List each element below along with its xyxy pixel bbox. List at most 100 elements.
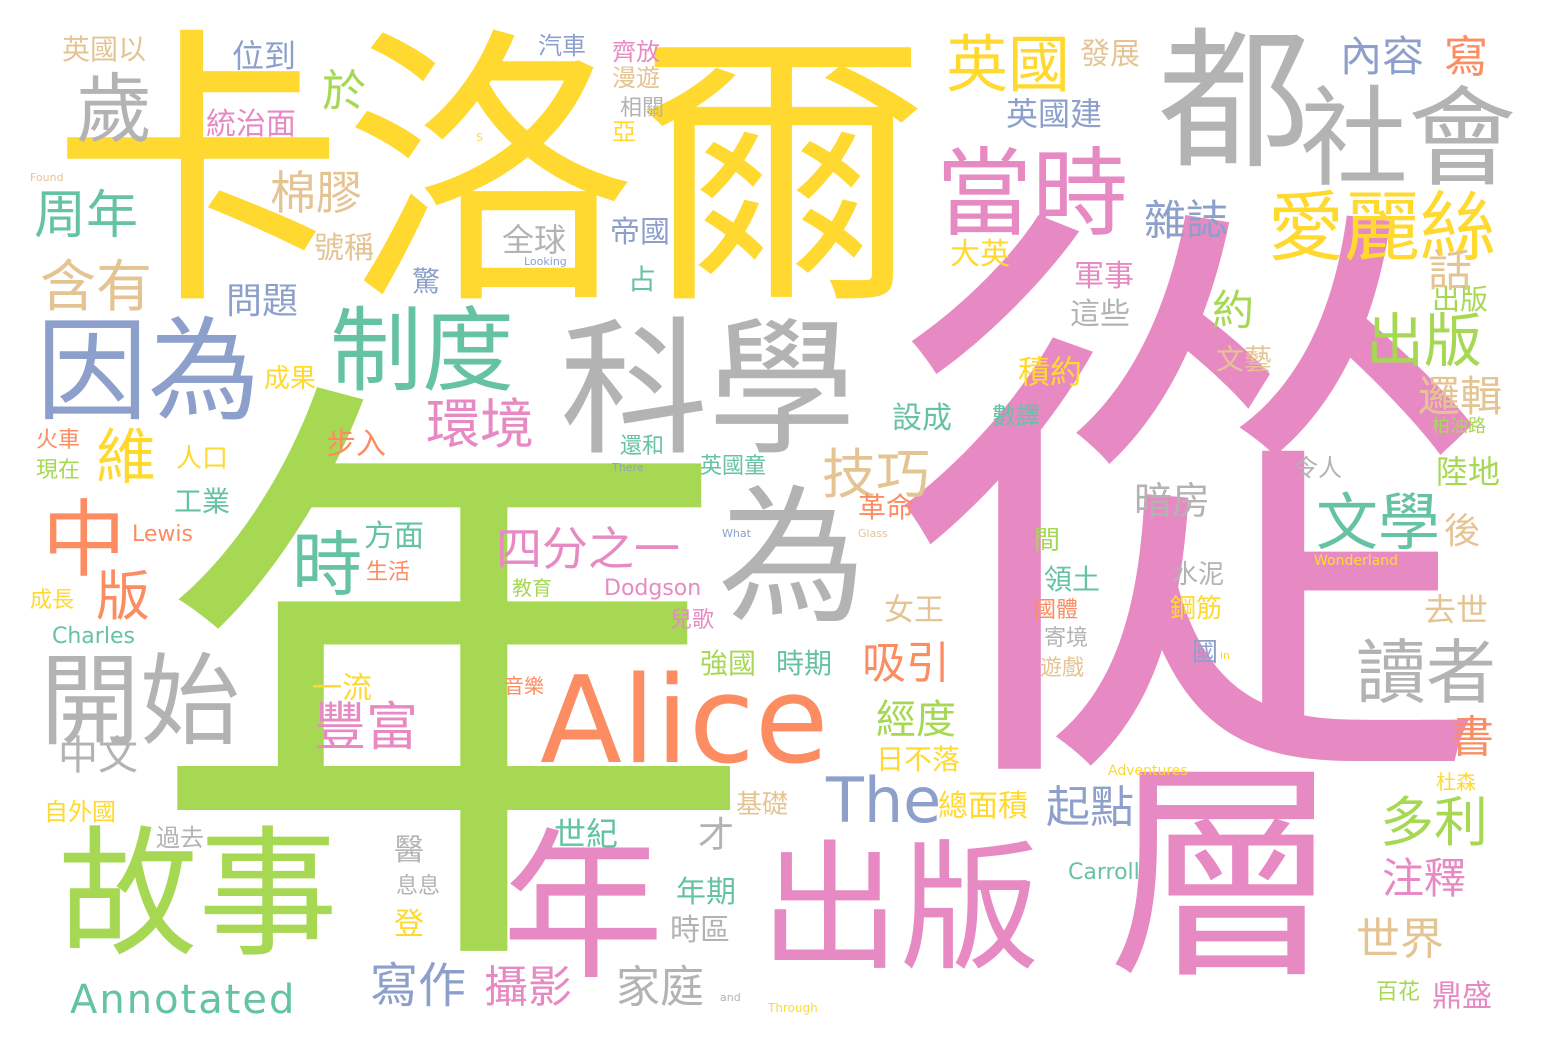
word-cloud-word: 生活 <box>366 560 411 585</box>
word-cloud-word: 版 <box>96 565 150 628</box>
word-cloud-word: 強國 <box>700 647 757 680</box>
word-cloud-word: 汽車 <box>538 32 586 60</box>
word-cloud-word: 令人 <box>1294 454 1342 482</box>
word-cloud-word: 過去 <box>156 824 204 852</box>
word-cloud-word: 現在 <box>36 458 81 483</box>
word-cloud-word: 社會 <box>1300 77 1517 202</box>
word-cloud-word: There <box>612 461 644 474</box>
word-cloud-word: 當時 <box>936 138 1128 250</box>
word-cloud-word: 領土 <box>1044 563 1101 596</box>
word-cloud-word: 世界 <box>1356 914 1444 965</box>
word-cloud-word: 成長 <box>30 588 75 613</box>
word-cloud-word: 登 <box>394 907 424 942</box>
word-cloud-word: S <box>476 131 483 144</box>
word-cloud-word: 制度 <box>330 298 515 405</box>
word-cloud-word: 約 <box>1212 286 1255 335</box>
word-cloud-word: 時期 <box>776 647 833 680</box>
word-cloud-word: 多利 <box>1380 791 1488 854</box>
word-cloud-word: 出版 <box>1366 307 1483 375</box>
word-cloud-word: 問題 <box>226 281 299 322</box>
word-cloud-word: 從 <box>892 162 1492 861</box>
word-cloud-word: 步入 <box>326 427 386 462</box>
word-cloud-word: 這些 <box>1070 297 1130 332</box>
word-cloud-word: 英國建 <box>1006 95 1103 133</box>
word-cloud-word: Glass <box>858 527 888 540</box>
word-cloud-word: 寫 <box>1444 32 1488 83</box>
word-cloud-word: 出版 <box>760 828 1041 991</box>
word-cloud-word: 成果 <box>264 364 317 394</box>
word-cloud-word: Alice <box>540 652 829 791</box>
word-cloud-word: 年 <box>148 336 758 1046</box>
word-cloud-word: 為 <box>718 472 866 644</box>
word-cloud-word: 驚 <box>412 265 441 298</box>
word-cloud-word: 環境 <box>426 393 534 456</box>
word-cloud-word: 中 <box>42 491 127 589</box>
word-cloud-word: 開始 <box>40 643 240 760</box>
word-cloud-word: 出版 <box>1432 283 1489 316</box>
word-cloud-word: What <box>722 527 751 540</box>
word-cloud-word: 邏輯 <box>1418 372 1503 421</box>
word-cloud-word: 方面 <box>364 519 424 554</box>
word-cloud-word: 因為 <box>36 307 260 437</box>
word-cloud-word: 工業 <box>174 485 231 518</box>
word-cloud-word: 英國 <box>946 28 1071 101</box>
word-cloud-word: 女王 <box>884 593 944 628</box>
word-cloud-word: Adventures <box>1108 763 1188 779</box>
word-cloud-word: 數譯 <box>992 402 1040 430</box>
word-cloud-word: Through <box>768 1001 818 1015</box>
word-cloud-word: 後 <box>1444 511 1481 552</box>
word-cloud-word: 寫作 <box>370 958 467 1014</box>
word-cloud-word: 棉膠 <box>270 166 362 220</box>
word-cloud-word: 寄境 <box>1044 626 1089 651</box>
word-cloud-word: 相關 <box>620 96 665 121</box>
word-cloud-word: 年期 <box>676 875 736 910</box>
word-cloud-word: 漫遊 <box>612 64 660 92</box>
word-cloud-word: 水泥 <box>1172 560 1225 590</box>
word-cloud-word: 才 <box>698 815 735 856</box>
word-cloud-word: Looking <box>524 255 567 268</box>
word-cloud-word: 積約 <box>1018 353 1083 391</box>
word-cloud-word: 文學 <box>1316 486 1441 559</box>
word-cloud-word: 發展 <box>1080 37 1140 72</box>
word-cloud-word: 注釋 <box>1382 854 1467 903</box>
word-cloud-word: 杜森 <box>1436 770 1476 794</box>
word-cloud-word: 都 <box>1158 13 1310 190</box>
word-cloud-word: 革命 <box>858 491 915 524</box>
word-cloud-word: 遊戲 <box>1040 656 1085 681</box>
word-cloud-word: 周年 <box>34 186 139 246</box>
word-cloud-word: 統治面 <box>206 107 296 142</box>
word-cloud-word: 時 <box>292 524 362 606</box>
word-cloud-word: 雜誌 <box>1144 196 1229 245</box>
word-cloud-word: Carroll <box>1068 860 1140 885</box>
word-cloud-word: 大英 <box>950 237 1010 272</box>
word-cloud-word: 話 <box>1428 246 1472 297</box>
word-cloud-word: 柏油路 <box>1432 416 1486 437</box>
word-cloud-word: 總面積 <box>938 789 1028 824</box>
word-cloud-word: 人口 <box>176 444 229 474</box>
word-cloud-word: Dodgson <box>604 576 702 601</box>
word-cloud-word: 世紀 <box>554 815 619 853</box>
word-cloud-word: 於 <box>322 66 366 117</box>
word-cloud-word: 豐富 <box>314 698 419 758</box>
word-cloud-word: 家庭 <box>616 962 704 1013</box>
word-cloud-word: Annotated <box>70 977 297 1023</box>
word-cloud-word: 兒歌 <box>670 608 715 633</box>
word-cloud-word: 鼎盛 <box>1432 979 1492 1014</box>
word-cloud-word: 吸引 <box>862 638 950 689</box>
word-cloud-word: 科學 <box>560 304 856 476</box>
word-cloud-word: 陸地 <box>1436 453 1501 491</box>
word-cloud-word: 歲 <box>76 65 152 154</box>
word-cloud-word: 間 <box>1034 526 1061 556</box>
word-cloud-word: 百花 <box>1376 980 1421 1005</box>
word-cloud-word: 四分之一 <box>496 522 680 576</box>
word-cloud-word: 文藝 <box>1216 343 1273 376</box>
word-cloud-word: 讀者 <box>1356 632 1496 714</box>
word-cloud-word: 愛麗絲 <box>1268 183 1496 272</box>
word-cloud-word: Charles <box>52 624 135 649</box>
word-cloud-word: 層 <box>1108 741 1341 1011</box>
word-cloud-word: 維 <box>96 423 156 493</box>
word-cloud-word: Lewis <box>132 522 193 547</box>
word-cloud-word: 教育 <box>512 576 552 600</box>
word-cloud-word: Wonderland <box>1314 553 1398 569</box>
